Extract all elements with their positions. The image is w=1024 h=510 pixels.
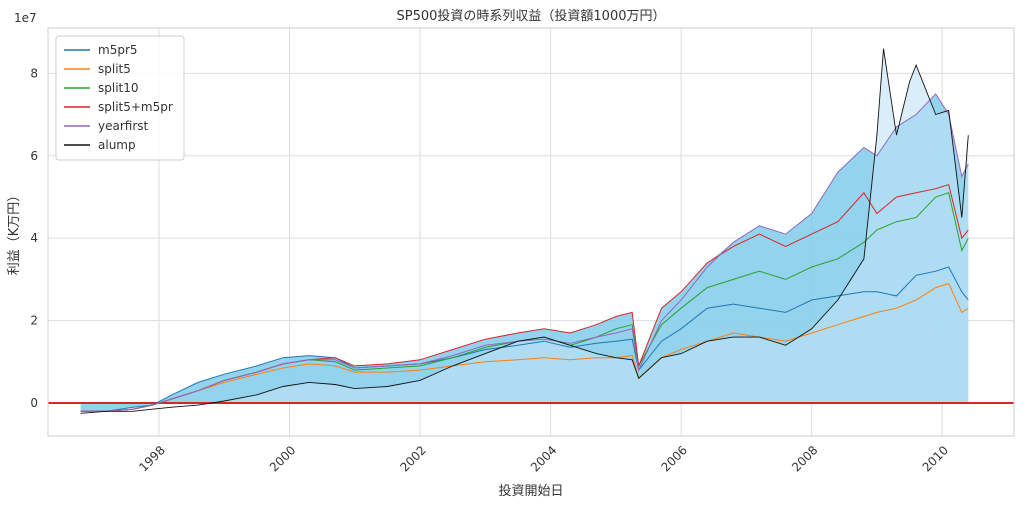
plot-frame (47, 27, 1015, 437)
series-line-alump (80, 48, 969, 414)
fill-layer (80, 48, 969, 412)
legend: m5pr5 split5 split10 split5+m5pr yearfirst al… (55, 35, 185, 161)
legend-label: split10 (98, 81, 139, 95)
area-fill (80, 93, 969, 412)
x-tick-label: 2004 (528, 443, 559, 474)
series-layer (80, 48, 969, 414)
chart-title: SP500投資の時系列収益（投資額1000万円） (397, 8, 666, 24)
legend-label: split5+m5pr (98, 100, 173, 114)
legend-label: alump (98, 138, 136, 152)
y-tick-label: 0 (30, 396, 38, 410)
y-tick-label: 8 (30, 66, 38, 80)
y-tick-labels: 0 2 4 6 8 (30, 66, 38, 410)
y-offset-label: 1e7 (14, 11, 37, 25)
x-tick-label: 2010 (920, 443, 951, 474)
area-fill-light (80, 48, 969, 404)
x-tick-labels: 1998 2000 2002 2004 2006 2008 2010 (136, 443, 951, 474)
y-axis-label: 利益（K万円） (7, 189, 22, 276)
series-line-split5 (80, 282, 969, 412)
x-tick-label: 2006 (659, 443, 690, 474)
legend-label: yearfirst (98, 119, 149, 133)
x-tick-label: 2008 (789, 443, 820, 474)
x-tick-label: 1998 (136, 443, 167, 474)
legend-label: m5pr5 (98, 43, 138, 57)
legend-box (55, 35, 185, 161)
series-line-yearfirst (80, 93, 969, 412)
y-tick-label: 2 (30, 314, 38, 328)
y-tick-label: 4 (30, 231, 38, 245)
x-tick-label: 2000 (267, 443, 298, 474)
x-axis-label: 投資開始日 (498, 483, 563, 499)
y-tick-label: 6 (30, 149, 38, 163)
legend-label: split5 (98, 62, 131, 76)
x-tick-label: 2002 (397, 443, 428, 474)
series-line-m5pr5 (80, 266, 969, 412)
